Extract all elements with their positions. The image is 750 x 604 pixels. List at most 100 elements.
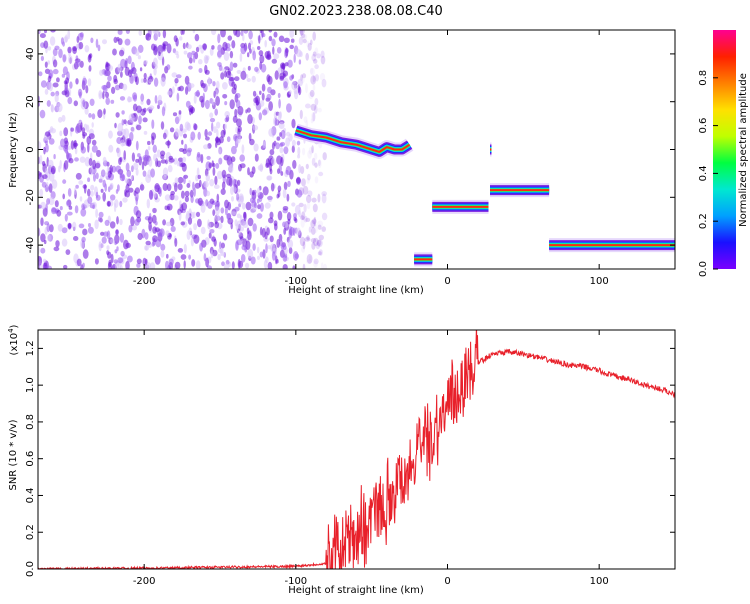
- noise-blob: [316, 53, 321, 59]
- noise-blob: [280, 156, 284, 167]
- noise-blob: [126, 255, 133, 263]
- noise-blob: [271, 142, 275, 150]
- noise-blob: [195, 260, 201, 269]
- noise-blob: [312, 84, 316, 91]
- noise-blob: [68, 223, 72, 230]
- noise-blob: [259, 251, 264, 258]
- noise-blob: [214, 137, 220, 143]
- noise-blob: [102, 192, 106, 202]
- noise-blob: [317, 107, 322, 113]
- noise-blob: [132, 103, 138, 112]
- noise-blob: [231, 261, 235, 269]
- noise-blob: [318, 234, 324, 241]
- noise-blob: [117, 30, 123, 35]
- noise-blob: [134, 48, 140, 57]
- noise-blob: [197, 197, 203, 206]
- noise-blob: [234, 108, 238, 118]
- noise-blob: [205, 174, 210, 182]
- noise-blob: [283, 181, 288, 191]
- noise-blob: [271, 251, 276, 261]
- noise-blob: [215, 96, 221, 106]
- noise-blob: [287, 239, 294, 249]
- noise-blob: [224, 101, 228, 106]
- noise-blob: [262, 186, 269, 196]
- noise-blob: [218, 65, 223, 71]
- noise-blob: [247, 52, 250, 58]
- noise-blob: [152, 144, 157, 153]
- noise-blob: [232, 62, 238, 68]
- noise-blob: [245, 262, 250, 269]
- noise-blob: [223, 263, 230, 269]
- noise-blob: [44, 61, 48, 68]
- noise-blob: [178, 210, 182, 221]
- noise-blob: [306, 201, 311, 210]
- noise-blob: [195, 211, 201, 217]
- noise-blob: [295, 227, 301, 236]
- noise-blob: [119, 232, 125, 243]
- noise-blob: [119, 200, 123, 208]
- noise-blob: [289, 75, 294, 81]
- noise-blob: [88, 223, 91, 228]
- noise-blob: [114, 249, 118, 254]
- noise-blob: [62, 54, 67, 63]
- noise-blob: [80, 146, 87, 154]
- noise-blob: [62, 66, 68, 76]
- noise-blob: [162, 132, 167, 140]
- noise-blob: [85, 85, 89, 94]
- noise-blob: [211, 122, 214, 132]
- noise-blob: [178, 148, 185, 152]
- noise-blob: [257, 164, 264, 171]
- noise-blob: [78, 41, 84, 50]
- noise-blob: [38, 141, 42, 150]
- noise-blob: [62, 179, 67, 184]
- noise-blob: [95, 208, 98, 218]
- noise-blob: [44, 88, 49, 95]
- noise-blob: [46, 198, 51, 205]
- noise-blob: [298, 86, 302, 96]
- noise-blob: [294, 253, 300, 259]
- noise-blob: [283, 81, 288, 89]
- noise-blob: [52, 48, 58, 57]
- noise-blob: [68, 158, 74, 164]
- noise-blob: [222, 233, 228, 241]
- noise-blob: [129, 131, 134, 142]
- noise-blob: [90, 184, 95, 191]
- noise-blob: [231, 81, 236, 88]
- noise-blob: [67, 97, 73, 105]
- noise-blob: [74, 205, 79, 214]
- noise-blob: [262, 33, 266, 38]
- noise-blob: [312, 31, 317, 41]
- noise-blob: [305, 103, 311, 109]
- noise-blob: [272, 46, 275, 55]
- noise-blob: [268, 30, 273, 33]
- noise-blob: [175, 128, 180, 137]
- noise-blob: [180, 162, 186, 167]
- noise-blob: [211, 45, 215, 50]
- noise-blob: [102, 156, 107, 163]
- noise-blob: [135, 140, 139, 151]
- snr-xlabel: Height of straight line (km): [288, 585, 424, 596]
- noise-blob: [95, 191, 99, 199]
- noise-blob: [82, 262, 85, 268]
- noise-blob: [154, 227, 160, 233]
- noise-blob: [278, 163, 282, 174]
- noise-blob: [252, 90, 257, 97]
- noise-blob: [243, 30, 249, 34]
- noise-blob: [192, 53, 196, 64]
- noise-blob: [278, 233, 283, 242]
- noise-blob: [73, 100, 79, 107]
- noise-blob: [301, 178, 306, 187]
- noise-blob: [192, 211, 196, 219]
- noise-blob: [312, 218, 317, 225]
- noise-blob: [160, 150, 166, 157]
- noise-blob: [90, 166, 94, 174]
- noise-blob: [232, 115, 238, 123]
- noise-blob: [206, 155, 211, 160]
- noise-blob: [117, 122, 124, 133]
- noise-blob: [159, 228, 165, 237]
- noise-blob: [139, 67, 143, 72]
- noise-blob: [191, 50, 196, 56]
- noise-blob: [224, 70, 227, 78]
- noise-blob: [106, 81, 111, 89]
- noise-blob: [52, 59, 58, 68]
